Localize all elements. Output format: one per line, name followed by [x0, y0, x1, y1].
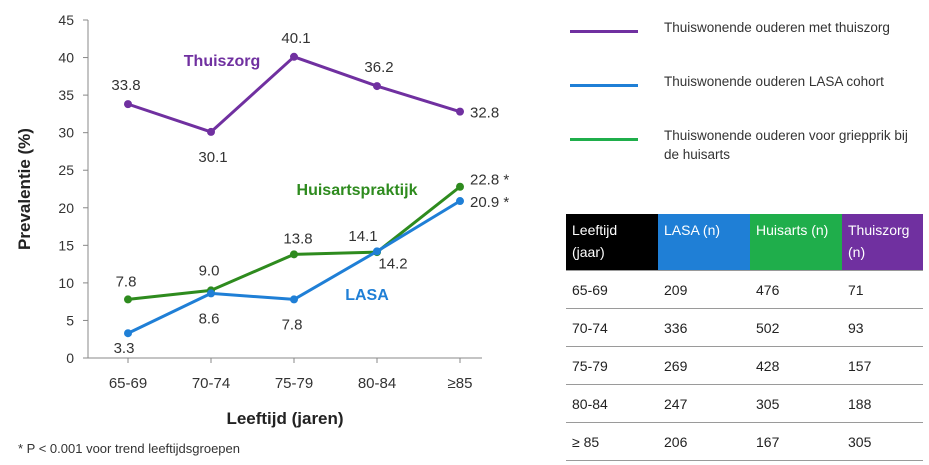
table-cell: 70-74 [566, 308, 658, 347]
table-row: 75-79 269 428 157 [566, 346, 923, 385]
data-point [290, 295, 298, 304]
y-tick-label: 45 [58, 12, 74, 28]
legend: Thuiswonende ouderen met thuiszorg Thuis… [570, 18, 920, 180]
x-tick-label: ≥85 [448, 375, 473, 392]
legend-label: Thuiswonende ouderen LASA cohort [664, 74, 884, 89]
legend-swatch [570, 138, 638, 141]
x-tick-label: 70-74 [192, 375, 230, 392]
line-chart: 0 5 10 15 20 25 30 35 40 45 65-69 70-74 75-79 80-84 ≥8… [15, 12, 509, 428]
sample-size-table: Leeftijd (jaar) LASA (n) Huisarts (n) Th… [566, 214, 923, 461]
data-point [124, 100, 132, 109]
legend-label: Thuiswonende ouderen met thuiszorg [664, 20, 890, 35]
y-tick-label: 35 [58, 87, 74, 103]
data-label: 7.8 [116, 273, 137, 290]
table-cell: 305 [750, 384, 842, 423]
table-row: 65-69 209 476 71 [566, 270, 923, 309]
table-cell: 65-69 [566, 270, 658, 309]
footnote: * P < 0.001 voor trend leeftijdsgroepen [18, 441, 240, 456]
data-label: 33.8 [111, 77, 140, 94]
legend-swatch [570, 84, 638, 87]
legend-item: Thuiswonende ouderen voor griepprik bij … [570, 126, 920, 180]
data-label: 14.1 [348, 228, 377, 245]
table-cell: 209 [658, 270, 750, 309]
table-row: ≥ 85 206 167 305 [566, 422, 923, 461]
data-labels: 33.8 30.1 40.1 36.2 32.8 7.8 9.0 13.8 14.1 22.8 *… [111, 30, 509, 357]
data-point [124, 295, 132, 304]
table-cell: 167 [750, 422, 842, 461]
table-cell: 476 [750, 270, 842, 309]
table-row: 70-74 336 502 93 [566, 308, 923, 347]
data-label: 32.8 [470, 105, 499, 122]
table-cell: 269 [658, 346, 750, 385]
legend-swatch [570, 30, 638, 33]
series-name-label: Thuiszorg [184, 53, 260, 70]
data-point [290, 52, 298, 61]
data-point [456, 197, 464, 206]
series-line [127, 55, 461, 134]
table-cell: 502 [750, 308, 842, 347]
x-tick-label: 80-84 [358, 375, 396, 392]
series-line [127, 199, 461, 335]
x-tick-label: 75-79 [275, 375, 313, 392]
data-label: 8.6 [199, 310, 220, 327]
legend-item: Thuiswonende ouderen met thuiszorg [570, 18, 920, 72]
table-cell: 206 [658, 422, 750, 461]
data-point [373, 82, 381, 91]
legend-label: Thuiswonende ouderen voor griepprik bij … [664, 128, 908, 162]
legend-item: Thuiswonende ouderen LASA cohort [570, 72, 920, 126]
table-row: 80-84 247 305 188 [566, 384, 923, 423]
table-cell: 157 [842, 346, 923, 385]
table-cell: ≥ 85 [566, 422, 658, 461]
data-label: 36.2 [364, 59, 393, 76]
series-lines [124, 52, 464, 338]
data-label: 20.9 * [470, 194, 509, 211]
table-header-row: Leeftijd (jaar) LASA (n) Huisarts (n) Th… [566, 214, 923, 271]
y-tick-label: 0 [66, 350, 74, 366]
data-label: 13.8 [283, 230, 312, 247]
y-tick-label: 20 [58, 200, 74, 216]
y-tick-label: 5 [66, 312, 74, 328]
table-header-huisarts: Huisarts (n) [750, 214, 842, 271]
table-cell: 305 [842, 422, 923, 461]
data-label: 7.8 [282, 316, 303, 333]
data-point [207, 289, 215, 298]
table-header-lasa: LASA (n) [658, 214, 750, 271]
data-label: 9.0 [199, 262, 220, 279]
axes: 0 5 10 15 20 25 30 35 40 45 65-69 70-74 75-79 80-84 ≥8… [15, 12, 482, 428]
data-point [124, 329, 132, 338]
data-label: 40.1 [281, 30, 310, 47]
table-cell: 428 [750, 346, 842, 385]
table-header-thuiszorg: Thuiszorg (n) [842, 214, 923, 271]
y-axis-title: Prevalentie (%) [15, 128, 34, 250]
table-cell: 80-84 [566, 384, 658, 423]
data-point [290, 250, 298, 259]
y-tick-label: 15 [58, 237, 74, 253]
table-cell: 93 [842, 308, 923, 347]
table-cell: 75-79 [566, 346, 658, 385]
data-point [373, 247, 381, 256]
data-point [456, 107, 464, 116]
data-label: 14.2 [378, 255, 407, 272]
y-tick-label: 30 [58, 125, 74, 141]
series-name-label: Huisartspraktijk [297, 182, 418, 199]
data-point [456, 182, 464, 191]
table-cell: 71 [842, 270, 923, 309]
table-cell: 336 [658, 308, 750, 347]
series-name-label: LASA [345, 287, 389, 304]
data-point [207, 127, 215, 136]
data-label: 3.3 [114, 340, 135, 357]
table-cell: 188 [842, 384, 923, 423]
data-label: 22.8 * [470, 172, 509, 189]
y-tick-label: 40 [58, 50, 74, 66]
table-cell: 247 [658, 384, 750, 423]
x-tick-label: 65-69 [109, 375, 147, 392]
y-tick-label: 10 [58, 275, 74, 291]
table-header-age: Leeftijd (jaar) [566, 214, 658, 271]
data-label: 30.1 [198, 149, 227, 166]
y-tick-label: 25 [58, 162, 74, 178]
x-axis-title: Leeftijd (jaren) [226, 409, 343, 428]
